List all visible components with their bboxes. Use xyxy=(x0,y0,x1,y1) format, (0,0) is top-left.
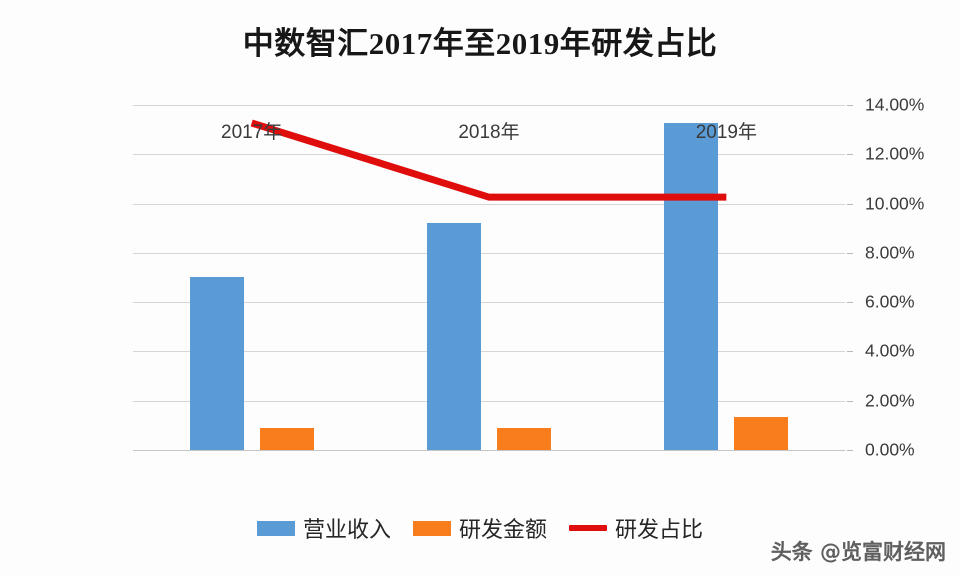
right-axis-tick-label: 6.00% xyxy=(865,291,915,312)
right-axis-tick-label: 14.00% xyxy=(865,94,925,115)
gridline xyxy=(133,450,845,451)
legend-item-label: 研发金额 xyxy=(458,518,547,543)
right-axis-tick-label: 8.00% xyxy=(865,242,915,263)
right-axis-tick-mark xyxy=(847,105,853,106)
bar-rd-amount xyxy=(497,428,551,450)
right-axis-tick-label: 0.00% xyxy=(865,439,915,460)
watermark-label: 头条 @览富财经网 xyxy=(770,540,946,564)
legend-item[interactable]: 研发金额 xyxy=(412,512,547,544)
right-axis-tick-label: 12.00% xyxy=(865,143,925,164)
bar-rd-amount xyxy=(259,428,314,450)
legend-color-swatch-icon xyxy=(412,520,451,536)
gridline xyxy=(133,105,845,106)
right-axis-tick-mark xyxy=(847,154,853,156)
legend-color-swatch-icon xyxy=(256,520,295,536)
right-axis-tick-mark xyxy=(847,302,853,304)
bar-rd-amount xyxy=(734,417,789,450)
gridline xyxy=(133,203,845,205)
category-tick-label: 2017年 xyxy=(221,122,283,143)
legend-item-label: 营业收入 xyxy=(302,518,391,543)
gridline xyxy=(133,302,845,304)
right-axis-tick-mark xyxy=(847,351,853,353)
right-axis-tick-mark xyxy=(847,252,853,254)
right-axis-tick-mark xyxy=(847,450,853,451)
right-axis-tick-label: 4.00% xyxy=(865,340,915,361)
gridline xyxy=(133,154,845,156)
right-axis-tick-label: 10.00% xyxy=(865,193,925,214)
chart-title: 中数智汇2017年至2019年研发占比 xyxy=(242,26,718,61)
bar-revenue xyxy=(664,123,719,450)
right-axis-tick-mark xyxy=(847,203,853,205)
right-axis-tick-label: 2.00% xyxy=(865,390,915,411)
legend-item[interactable]: 营业收入 xyxy=(256,512,391,544)
bar-revenue xyxy=(189,277,244,450)
gridline xyxy=(133,252,845,254)
plot-area: 2017年 2018年 2019年 xyxy=(133,105,845,451)
bar-revenue xyxy=(427,223,481,450)
legend-line-swatch-icon xyxy=(569,525,607,531)
category-tick-label: 2018年 xyxy=(458,122,520,143)
gridline xyxy=(133,400,845,402)
gridline xyxy=(133,351,845,353)
legend-item-label: 研发占比 xyxy=(615,518,704,543)
legend-item[interactable]: 研发占比 xyxy=(569,512,703,544)
category-tick-label: 2019年 xyxy=(695,122,757,143)
chart-legend: 营业收入 研发金额 研发占比 xyxy=(0,512,960,544)
right-axis-tick-mark xyxy=(847,400,853,402)
